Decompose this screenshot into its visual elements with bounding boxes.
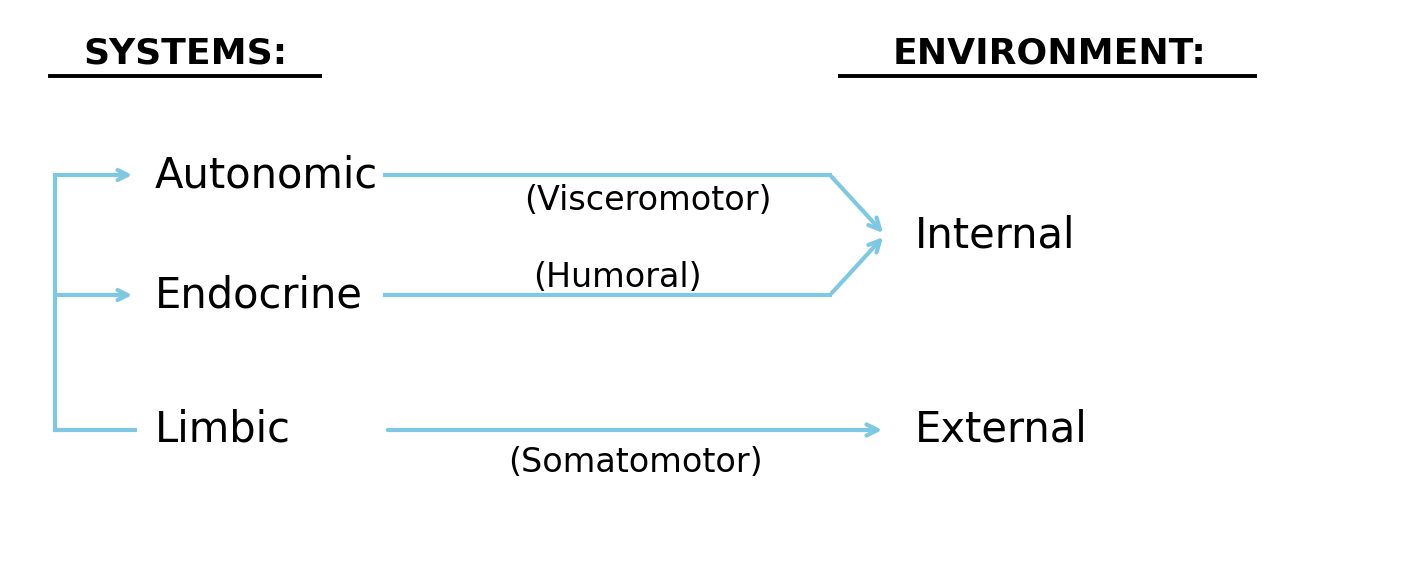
Text: Autonomic: Autonomic [155, 154, 379, 196]
Text: Limbic: Limbic [155, 409, 291, 451]
Text: SYSTEMS:: SYSTEMS: [83, 36, 287, 70]
Text: (Humoral): (Humoral) [533, 260, 702, 293]
Text: (Visceromotor): (Visceromotor) [524, 183, 771, 216]
Text: Internal: Internal [916, 214, 1075, 256]
Text: Endocrine: Endocrine [155, 274, 363, 316]
Text: ENVIRONMENT:: ENVIRONMENT: [893, 36, 1207, 70]
Text: (Somatomotor): (Somatomotor) [507, 445, 762, 478]
Text: External: External [916, 409, 1088, 451]
